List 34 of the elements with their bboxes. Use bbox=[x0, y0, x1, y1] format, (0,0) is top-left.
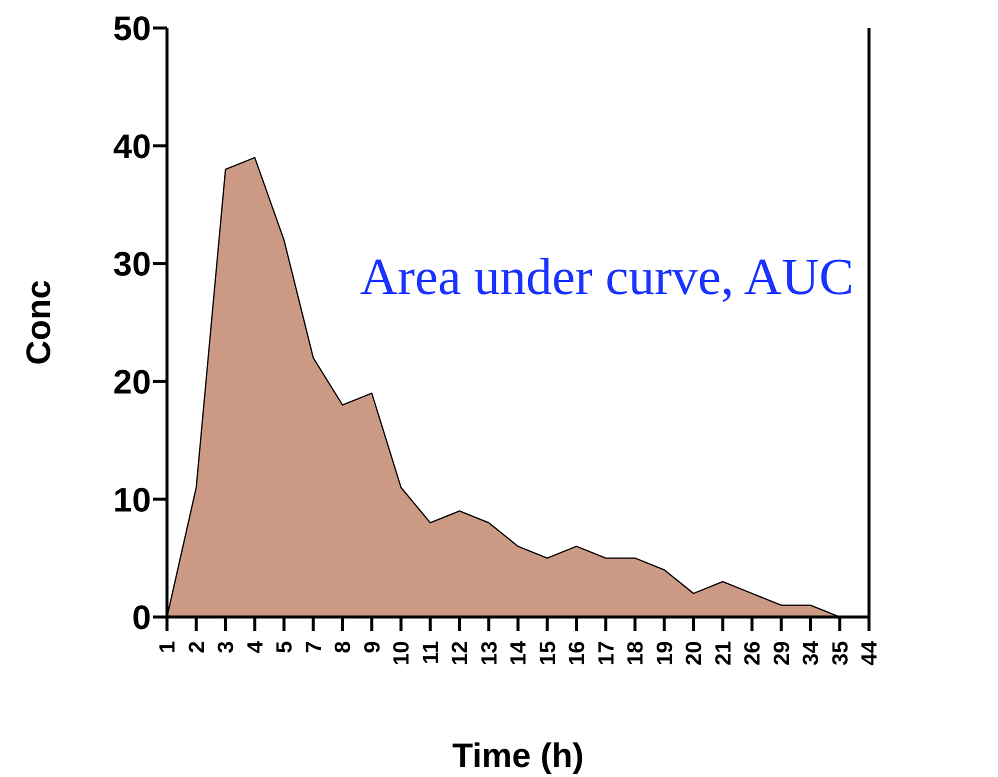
x-tick-label: 21 bbox=[710, 641, 736, 666]
x-tick-label: 2 bbox=[184, 641, 209, 654]
y-tick-label: 30 bbox=[113, 246, 151, 284]
y-tick-label: 10 bbox=[113, 481, 151, 520]
x-tick-label: 11 bbox=[418, 641, 443, 664]
y-tick-label: 50 bbox=[113, 10, 151, 48]
x-tick-label: 12 bbox=[447, 641, 472, 666]
x-tick-label: 15 bbox=[534, 641, 560, 666]
x-tick-label: 13 bbox=[476, 641, 502, 666]
x-tick-label: 29 bbox=[768, 641, 794, 666]
x-tick-label: 19 bbox=[652, 641, 677, 666]
x-tick-label: 44 bbox=[856, 640, 882, 666]
annotation: Area under curve, AUC bbox=[360, 248, 854, 307]
x-tick-label: 17 bbox=[593, 641, 618, 666]
x-tick-label: 8 bbox=[330, 641, 355, 654]
x-tick-label: 18 bbox=[622, 641, 648, 666]
x-axis-title: Time (h) bbox=[452, 737, 584, 775]
x-tick-label: 5 bbox=[272, 641, 296, 654]
x-tick-label: 16 bbox=[564, 641, 589, 666]
x-tick-label: 10 bbox=[388, 641, 414, 666]
y-tick-label: 40 bbox=[113, 128, 151, 166]
x-tick-label: 34 bbox=[798, 640, 823, 666]
x-tick-label: 20 bbox=[681, 641, 706, 666]
x-tick-label: 1 bbox=[154, 641, 180, 654]
x-tick-label: 9 bbox=[359, 641, 384, 654]
x-tick-label: 14 bbox=[506, 640, 530, 666]
x-tick-label: 4 bbox=[242, 640, 268, 654]
y-tick-label: 20 bbox=[113, 363, 151, 402]
x-tick-label: 3 bbox=[213, 641, 238, 654]
y-tick-label: 0 bbox=[132, 599, 151, 638]
x-tick-label: 35 bbox=[827, 641, 852, 666]
x-tick-label: 7 bbox=[300, 641, 326, 654]
y-axis-title: Conc bbox=[20, 280, 58, 365]
x-tick-label: 26 bbox=[740, 641, 764, 666]
